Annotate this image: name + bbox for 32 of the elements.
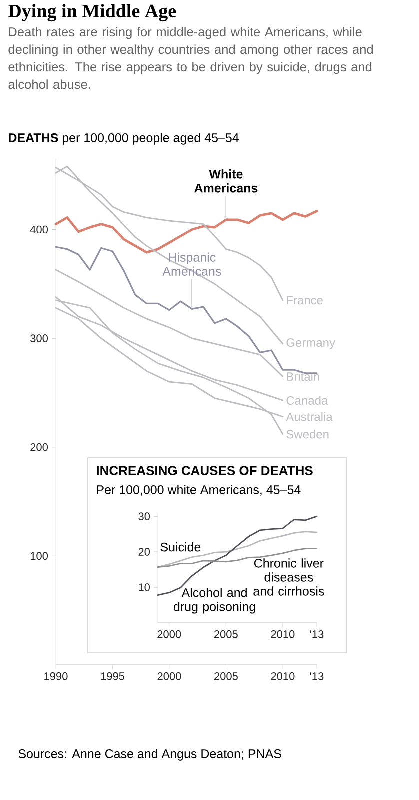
x-tick-label: '13 bbox=[310, 630, 324, 638]
y-tick-label: 30 bbox=[138, 512, 150, 520]
source-note: Sources: Anne Case and Angus Deaton; PNAS bbox=[18, 749, 282, 761]
x-tick-label: 2000 bbox=[158, 630, 182, 638]
chart-title: INCREASING CAUSES OF DEATHS bbox=[97, 466, 313, 476]
y-tick-label: 100 bbox=[30, 552, 48, 560]
y-tick-label: 400 bbox=[30, 226, 48, 234]
series-label: White Americans bbox=[194, 170, 258, 193]
series-label: Germany bbox=[286, 338, 336, 350]
x-tick-label: 2010 bbox=[271, 672, 295, 680]
chart-subtitle: Death rates are rising for middle-aged white Americans, while declining in other wealthy countries and among other races and ethnicities. The rise appears to be driven by suicide, drugs and alcohol abuse. bbox=[8, 27, 374, 90]
x-tick-label: 2005 bbox=[214, 630, 238, 638]
x-tick-label: '13 bbox=[310, 672, 324, 680]
series-label: Chronic liver diseases and cirrhosis bbox=[254, 558, 324, 596]
series-label: France bbox=[287, 296, 323, 305]
series-label: Australia bbox=[286, 412, 333, 422]
x-tick-label: 2005 bbox=[214, 672, 238, 680]
chart-title: Dying in Middle Age bbox=[8, 4, 176, 22]
x-tick-label: 1995 bbox=[101, 672, 124, 680]
y-tick-label: 20 bbox=[138, 548, 150, 556]
series-label: Canada bbox=[286, 396, 328, 405]
x-tick-label: 2010 bbox=[271, 630, 295, 638]
chart-subtitle: Per 100,000 white Americans, 45–54 bbox=[97, 485, 301, 496]
y-tick-label: 10 bbox=[139, 584, 150, 592]
x-tick-label: 2000 bbox=[158, 672, 182, 680]
series-label: Suicide bbox=[160, 542, 201, 552]
series-label: Sweden bbox=[286, 430, 329, 439]
y-axis-title: DEATHS per 100,000 people aged 45–54 bbox=[9, 133, 239, 145]
y-tick-label: 200 bbox=[30, 443, 48, 452]
series-label: Britain bbox=[287, 372, 320, 382]
y-tick-label: 300 bbox=[30, 334, 48, 342]
x-tick-label: 1990 bbox=[44, 672, 68, 680]
